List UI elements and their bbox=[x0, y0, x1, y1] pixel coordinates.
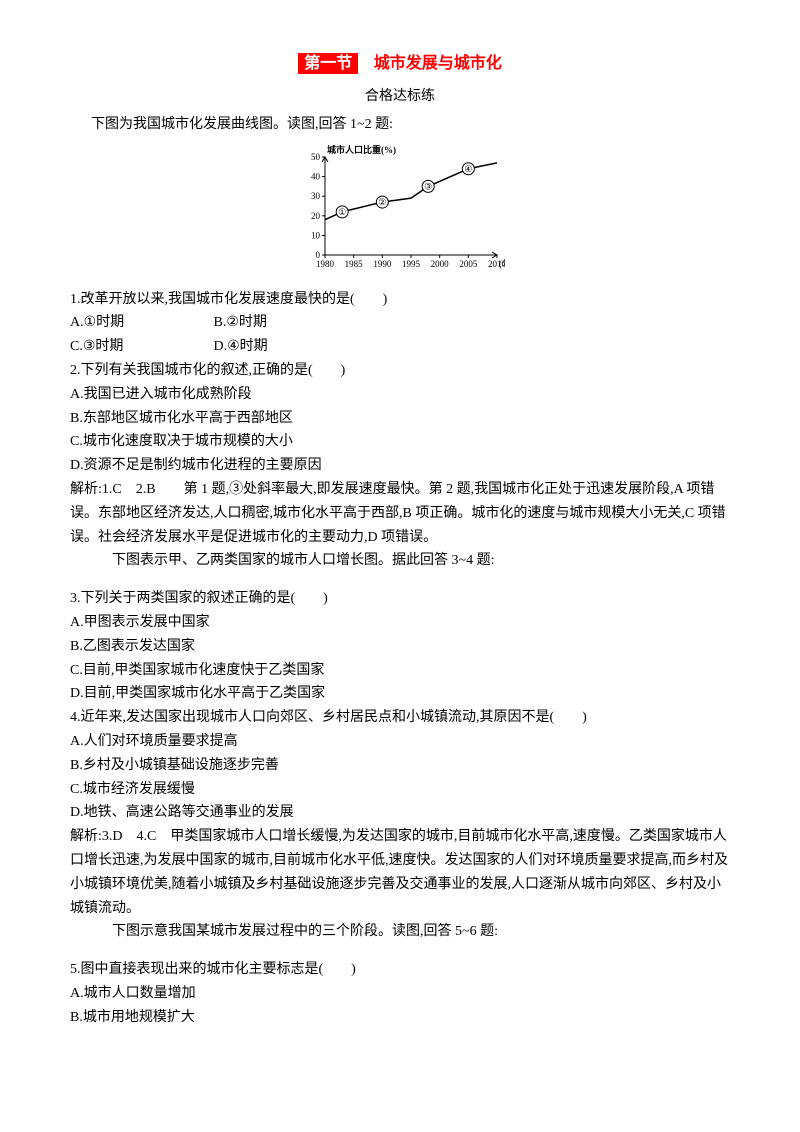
svg-text:20: 20 bbox=[311, 211, 321, 221]
svg-text:④: ④ bbox=[464, 164, 472, 174]
q4-stem: 4.近年来,发达国家出现城市人口向郊区、乡村居民点和小城镇流动,其原因不是( ) bbox=[70, 706, 730, 730]
q1-options-row2: C.③时期 D.④时期 bbox=[70, 335, 730, 359]
svg-text:(年): (年) bbox=[499, 258, 505, 269]
svg-text:1995: 1995 bbox=[402, 259, 421, 269]
svg-text:1985: 1985 bbox=[345, 259, 364, 269]
q1-optD: D.④时期 bbox=[214, 335, 268, 359]
svg-text:10: 10 bbox=[311, 230, 321, 240]
intro-1: 下图为我国城市化发展曲线图。读图,回答 1~2 题: bbox=[70, 113, 730, 137]
svg-text:1980: 1980 bbox=[316, 259, 335, 269]
intro-2: 下图表示甲、乙两类国家的城市人口增长图。据此回答 3~4 题: bbox=[70, 549, 730, 573]
q1-optB: B.②时期 bbox=[214, 311, 267, 335]
answer-3-4: 解析:3.D 4.C 甲类国家城市人口增长缓慢,为发达国家的城市,目前城市化水平… bbox=[70, 825, 730, 920]
q2-stem: 2.下列有关我国城市化的叙述,正确的是( ) bbox=[70, 359, 730, 383]
urbanization-chart: 城市人口比重(%)0102030405019801985199019952000… bbox=[295, 143, 505, 273]
q5-stem: 5.图中直接表现出来的城市化主要标志是( ) bbox=[70, 958, 730, 982]
q2-optA: A.我国已进入城市化成熟阶段 bbox=[70, 383, 730, 407]
svg-text:30: 30 bbox=[311, 191, 321, 201]
q4-optA: A.人们对环境质量要求提高 bbox=[70, 730, 730, 754]
q3-optD: D.目前,甲类国家城市化水平高于乙类国家 bbox=[70, 682, 730, 706]
q5-optA: A.城市人口数量增加 bbox=[70, 982, 730, 1006]
q3-stem: 3.下列关于两类国家的叙述正确的是( ) bbox=[70, 587, 730, 611]
q1-stem: 1.改革开放以来,我国城市化发展速度最快的是( ) bbox=[70, 288, 730, 312]
title-rest: 城市发展与城市化 bbox=[374, 55, 502, 72]
q1-options-row1: A.①时期 B.②时期 bbox=[70, 311, 730, 335]
answer-1-2: 解析:1.C 2.B 第 1 题,③处斜率最大,即发展速度最快。第 2 题,我国… bbox=[70, 478, 730, 549]
svg-text:50: 50 bbox=[311, 152, 321, 162]
q1-optC: C.③时期 bbox=[70, 335, 210, 359]
svg-text:③: ③ bbox=[424, 181, 432, 191]
q4-optD: D.地铁、高速公路等交通事业的发展 bbox=[70, 801, 730, 825]
svg-text:②: ② bbox=[378, 197, 386, 207]
svg-text:2005: 2005 bbox=[459, 259, 478, 269]
title-highlight: 第一节 bbox=[298, 53, 358, 74]
svg-text:①: ① bbox=[338, 207, 346, 217]
q2-optC: C.城市化速度取决于城市规模的大小 bbox=[70, 430, 730, 454]
q2-optB: B.东部地区城市化水平高于西部地区 bbox=[70, 407, 730, 431]
chart-container: 城市人口比重(%)0102030405019801985199019952000… bbox=[70, 143, 730, 282]
spacer-2 bbox=[70, 944, 730, 958]
chart-svg: 城市人口比重(%)0102030405019801985199019952000… bbox=[295, 143, 505, 273]
spacer bbox=[70, 573, 730, 587]
q3-optB: B.乙图表示发达国家 bbox=[70, 635, 730, 659]
q4-optB: B.乡村及小城镇基础设施逐步完善 bbox=[70, 754, 730, 778]
q1-optA: A.①时期 bbox=[70, 311, 210, 335]
q3-optA: A.甲图表示发展中国家 bbox=[70, 611, 730, 635]
q2-optD: D.资源不足是制约城市化进程的主要原因 bbox=[70, 454, 730, 478]
intro-3: 下图示意我国某城市发展过程中的三个阶段。读图,回答 5~6 题: bbox=[70, 920, 730, 944]
svg-text:城市人口比重(%): 城市人口比重(%) bbox=[327, 144, 396, 155]
subtitle: 合格达标练 bbox=[70, 85, 730, 109]
svg-text:40: 40 bbox=[311, 171, 321, 181]
svg-text:1990: 1990 bbox=[373, 259, 392, 269]
svg-text:2000: 2000 bbox=[431, 259, 450, 269]
q4-optC: C.城市经济发展缓慢 bbox=[70, 778, 730, 802]
q5-optB: B.城市用地规模扩大 bbox=[70, 1006, 730, 1030]
q3-optC: C.目前,甲类国家城市化速度快于乙类国家 bbox=[70, 659, 730, 683]
page-title: 第一节 城市发展与城市化 bbox=[70, 50, 730, 77]
